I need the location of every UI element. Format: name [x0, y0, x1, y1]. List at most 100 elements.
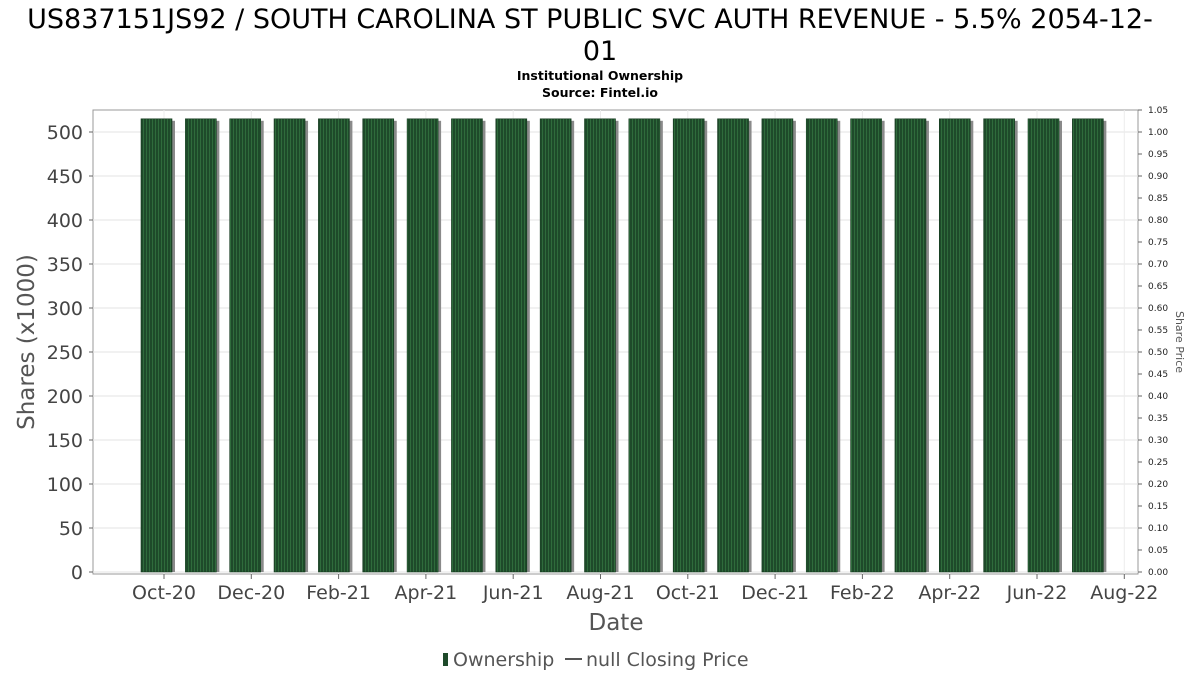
y-tick-label: 500 [47, 122, 83, 144]
y2-tick-label: 0.85 [1148, 194, 1168, 204]
bar-shadow [1103, 120, 1107, 573]
ownership-bar [938, 118, 971, 573]
bar-shadow [792, 120, 796, 573]
bar-shadow [172, 120, 175, 573]
bar-shadow [925, 120, 929, 573]
x-tick-label: Dec-21 [741, 582, 809, 604]
x-tick-label: Oct-20 [132, 582, 196, 604]
ownership-bar [451, 118, 483, 573]
chart-source: Source: Fintel.io [542, 85, 658, 100]
y2-tick-label: 0.25 [1148, 458, 1168, 468]
bar-shadow [216, 120, 220, 573]
x-tick-label: Jun-21 [482, 582, 544, 604]
bar-shadow [1014, 120, 1018, 573]
ownership-bar [805, 118, 838, 573]
y-tick-label: 50 [59, 518, 83, 540]
bar-shadow [349, 120, 353, 573]
y2-tick-label: 0.60 [1148, 304, 1168, 314]
bar-shadow [393, 120, 397, 573]
y-tick-label: 300 [47, 298, 83, 320]
y2-tick-label: 0.90 [1148, 172, 1168, 182]
x-tick-label: Apr-22 [918, 582, 981, 604]
legend: Ownership null Closing Price [443, 649, 749, 671]
ownership-bar [495, 118, 528, 573]
y2-tick-label: 0.40 [1148, 392, 1168, 402]
bar-shadow [1059, 120, 1062, 573]
bar-shadow [305, 120, 309, 573]
y2-tick-label: 0.15 [1148, 502, 1168, 512]
y-axis-label: Shares (x1000) [14, 254, 40, 430]
x-tick-label: Jun-22 [1006, 582, 1068, 604]
ownership-bar [850, 118, 882, 573]
bar-shadow [615, 120, 619, 573]
chart-title-line-1: US837151JS92 / SOUTH CAROLINA ST PUBLIC … [27, 4, 1153, 35]
ownership-bar [185, 118, 217, 573]
y2-tick-label: 0.30 [1148, 436, 1168, 446]
ownership-bar [318, 118, 350, 573]
y2-tick-label: 0.75 [1148, 238, 1168, 248]
bar-shadow [837, 120, 841, 573]
ownership-bar [406, 118, 439, 573]
x-tick-label: Oct-21 [656, 582, 720, 604]
y-axis-ticks: 0 50 100 150 200 250 300 350 400 450 500 [47, 122, 93, 584]
legend-price-label: null Closing Price [586, 649, 749, 671]
x-tick-label: Feb-21 [306, 582, 371, 604]
y2-axis-label: Share Price [1173, 311, 1186, 373]
y2-tick-label: 0.10 [1148, 524, 1168, 534]
ownership-bar [1027, 118, 1060, 573]
legend-ownership-marker [443, 653, 448, 666]
x-tick-label: Feb-22 [830, 582, 895, 604]
bar-shadow [881, 120, 885, 573]
y2-tick-label: 1.05 [1148, 106, 1168, 116]
y2-tick-label: 0.50 [1148, 348, 1168, 358]
x-tick-label: Aug-22 [1090, 582, 1158, 604]
x-axis-ticks: Oct-20 Dec-20 Feb-21 Apr-21 Jun-21 Aug-21 Oct-… [132, 574, 1158, 604]
ownership-bar [140, 118, 173, 573]
chart-title-line-2: 01 [583, 36, 617, 67]
bar-shadow [482, 120, 486, 573]
y-tick-label: 150 [47, 430, 83, 452]
ownership-bar [229, 118, 261, 573]
ownership-bar [983, 118, 1015, 573]
ownership-bar [539, 118, 572, 573]
bar-shadow [438, 120, 442, 573]
bar-shadow [704, 120, 708, 573]
x-axis-label: Date [589, 610, 644, 636]
y-tick-label: 400 [47, 210, 83, 232]
bar-shadow [659, 120, 663, 573]
y2-tick-label: 0.65 [1148, 282, 1168, 292]
y2-tick-label: 0.20 [1148, 480, 1168, 490]
y2-tick-label: 0.95 [1148, 150, 1168, 160]
ownership-bar [1072, 118, 1104, 573]
ownership-bar [628, 118, 661, 573]
y2-axis-ticks: 0.00 0.05 0.10 0.15 0.20 0.25 0.30 0.35 0.40 0.45… [1138, 106, 1168, 578]
y-tick-label: 100 [47, 474, 83, 496]
ownership-bar [273, 118, 306, 573]
bar-shadow [260, 120, 264, 573]
y2-tick-label: 0.70 [1148, 260, 1168, 270]
x-tick-label: Apr-21 [395, 582, 458, 604]
ownership-bar [717, 118, 749, 573]
y2-tick-label: 0.35 [1148, 414, 1168, 424]
y-tick-label: 450 [47, 166, 83, 188]
ownership-bar [672, 118, 705, 573]
y2-tick-label: 0.05 [1148, 546, 1168, 556]
y2-tick-label: 1.00 [1148, 128, 1168, 138]
x-tick-label: Dec-20 [217, 582, 285, 604]
x-tick-label: Aug-21 [566, 582, 634, 604]
chart-subtitle: Institutional Ownership [517, 68, 683, 83]
y-tick-label: 350 [47, 254, 83, 276]
bar-shadow [970, 120, 974, 573]
ownership-bar [761, 118, 794, 573]
y-tick-label: 0 [71, 562, 83, 584]
y-tick-label: 250 [47, 342, 83, 364]
ownership-bar [362, 118, 395, 573]
legend-ownership-label: Ownership [453, 649, 554, 671]
y2-tick-label: 0.00 [1148, 568, 1168, 578]
bar-shadow [526, 120, 530, 573]
y-tick-label: 200 [47, 386, 83, 408]
bar-shadow [571, 120, 575, 573]
bar-shadow [748, 120, 752, 573]
ownership-bar [894, 118, 927, 573]
